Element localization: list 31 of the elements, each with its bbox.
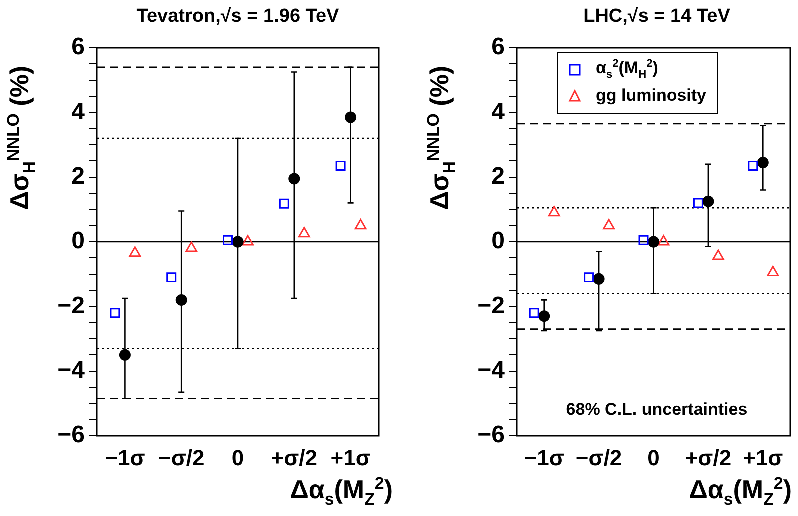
x-tick-label: −1σ — [105, 445, 146, 470]
y-tick-label: 2 — [72, 162, 85, 190]
legend-label: gg luminosity — [596, 86, 706, 106]
chart-title: Tevatron,√s = 1.96 TeV — [136, 6, 340, 28]
y-tick-label: 6 — [72, 34, 85, 61]
y-tick-label: 6 — [492, 34, 505, 61]
y-tick-label: 4 — [72, 98, 86, 126]
x-tick-label: 0 — [648, 445, 660, 470]
y-tick-label: 0 — [492, 228, 505, 255]
x-tick-label: −1σ — [524, 445, 564, 470]
y-tick-label: −2 — [478, 292, 505, 320]
x-tick-label: +1σ — [743, 445, 784, 470]
x-axis-title: Δα$_{s}$(M$_{Z}$$^{2}$) — [290, 474, 393, 510]
annotation: 68% C.L. uncertainties — [566, 400, 748, 420]
x-tick-label: −σ/2 — [576, 445, 622, 470]
y-tick-label: 4 — [492, 98, 506, 126]
y-tick-label: −4 — [478, 356, 506, 384]
x-tick-label: +σ/2 — [685, 445, 732, 470]
x-tick-label: +1σ — [330, 445, 371, 470]
y-tick-label: −4 — [58, 356, 86, 384]
y-tick-label: 2 — [492, 162, 505, 190]
y-tick-label: −6 — [58, 422, 85, 449]
y-tick-label: 0 — [72, 228, 85, 255]
x-axis-title: Δα$_{s}$(M$_{Z}$$^{2}$) — [689, 474, 792, 510]
chart-title: LHC,√s = 14 TeV — [584, 6, 730, 28]
x-tick-label: 0 — [232, 445, 244, 470]
y-tick-label: −2 — [58, 292, 85, 320]
y-tick-label: −6 — [478, 422, 505, 449]
x-tick-label: +σ/2 — [271, 445, 318, 470]
x-tick-label: −σ/2 — [158, 445, 205, 470]
legend-label: α$_{s}$$^{2}$(M$_{H}$$^{2}$) — [596, 58, 658, 82]
